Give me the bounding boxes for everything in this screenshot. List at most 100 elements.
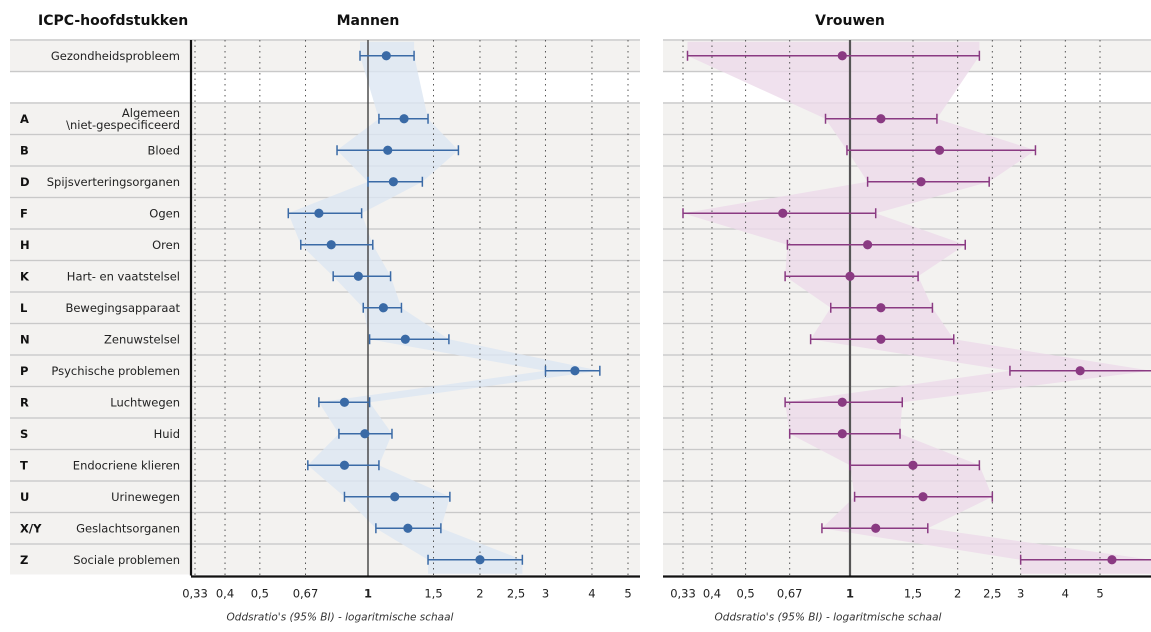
row-code: A [20,112,29,126]
point-estimate [378,303,388,313]
row-label: Algemeen [122,106,180,120]
row-label: Oren [152,238,180,252]
point-estimate [400,334,410,344]
point-estimate [876,334,886,344]
tick-label: 0,33 [670,587,696,601]
row-label: Psychische problemen [51,364,180,378]
row-label: Ogen [149,206,180,220]
row-band [10,104,640,134]
row-label: Bloed [148,143,181,157]
point-estimate [876,303,886,313]
tick-label: 4 [1062,587,1069,601]
point-estimate [353,271,363,281]
point-estimate [1107,555,1117,565]
row-label: Endocriene klieren [73,458,180,472]
point-estimate [837,397,847,407]
point-estimate [837,51,847,61]
row-label: Sociale problemen [73,553,180,567]
point-estimate [388,177,398,187]
point-estimate [876,114,886,124]
row-code: T [20,458,28,472]
row-code: B [20,143,29,157]
tick-label: 0,67 [293,587,319,601]
x-axis-title: Oddsratio's (95% BI) - logaritmische sch… [227,612,454,624]
row-label: Geslachtsorganen [76,521,180,535]
point-estimate [918,492,928,502]
row-label: Gezondheidsprobleem [51,49,180,63]
row-band [10,72,640,102]
row-label: Zenuwstelsel [104,332,180,346]
point-estimate [314,208,324,218]
row-band [10,545,640,575]
row-label: Luchtwegen [110,395,180,409]
tick-label: 1 [364,587,372,601]
row-code: L [20,301,28,315]
row-code: H [20,238,30,252]
point-estimate [570,366,580,376]
row-code: X/Y [20,521,42,535]
point-estimate [381,51,391,61]
point-estimate [1075,366,1085,376]
point-estimate [383,145,393,155]
point-estimate [871,523,881,533]
point-estimate [778,208,788,218]
row-label: Bewegingsapparaat [65,301,180,315]
row-code: Z [20,553,28,567]
row-code: U [20,490,29,504]
point-estimate [399,114,409,124]
tick-label: 0,4 [216,587,234,601]
row-band [10,482,640,512]
row-code: P [20,364,28,378]
row-code: S [20,427,28,441]
tick-label: 2 [954,587,961,601]
row-band [10,41,640,71]
tick-label: 2 [476,587,483,601]
row-code: D [20,175,30,189]
point-estimate [934,145,945,155]
point-estimate [837,429,847,439]
ci-band [288,41,600,574]
point-estimate [475,555,485,565]
tick-label: 0,5 [251,587,269,601]
tick-label: 0,5 [736,587,754,601]
point-estimate [326,240,336,250]
point-estimate [845,271,855,281]
row-code: F [20,206,28,220]
tick-label: 0,4 [703,587,721,601]
point-estimate [403,523,413,533]
point-estimate [339,460,350,470]
row-band [10,293,640,323]
row-label: \niet-gespecificeerd [66,118,180,132]
tick-label: 0,33 [182,587,208,601]
row-band [10,513,640,543]
row-label: Urinewegen [111,490,180,504]
point-estimate [339,397,350,407]
panel-title: Vrouwen [815,13,885,29]
row-band [10,135,640,165]
point-estimate [360,429,370,439]
row-label: Hart- en vaatstelsel [67,269,180,283]
tick-label: 5 [624,587,631,601]
panel-title: Mannen [337,13,400,29]
point-estimate [390,492,400,502]
row-band [10,167,640,197]
row-label: Huid [154,427,180,441]
category-header: ICPC-hoofdstukken [38,13,188,29]
point-estimate [863,240,873,250]
tick-label: 2,5 [507,587,525,601]
tick-label: 5 [1096,587,1103,601]
tick-label: 4 [588,587,595,601]
tick-label: 2,5 [983,587,1001,601]
point-estimate [908,460,918,470]
row-code: R [20,395,29,409]
tick-label: 0,67 [777,587,803,601]
tick-label: 1,5 [904,587,922,601]
tick-label: 1,5 [424,587,442,601]
row-band [10,324,640,354]
tick-label: 3 [1017,587,1024,601]
row-band [10,419,640,449]
row-label: Spijsverteringsorganen [47,175,180,189]
point-estimate [916,177,926,187]
